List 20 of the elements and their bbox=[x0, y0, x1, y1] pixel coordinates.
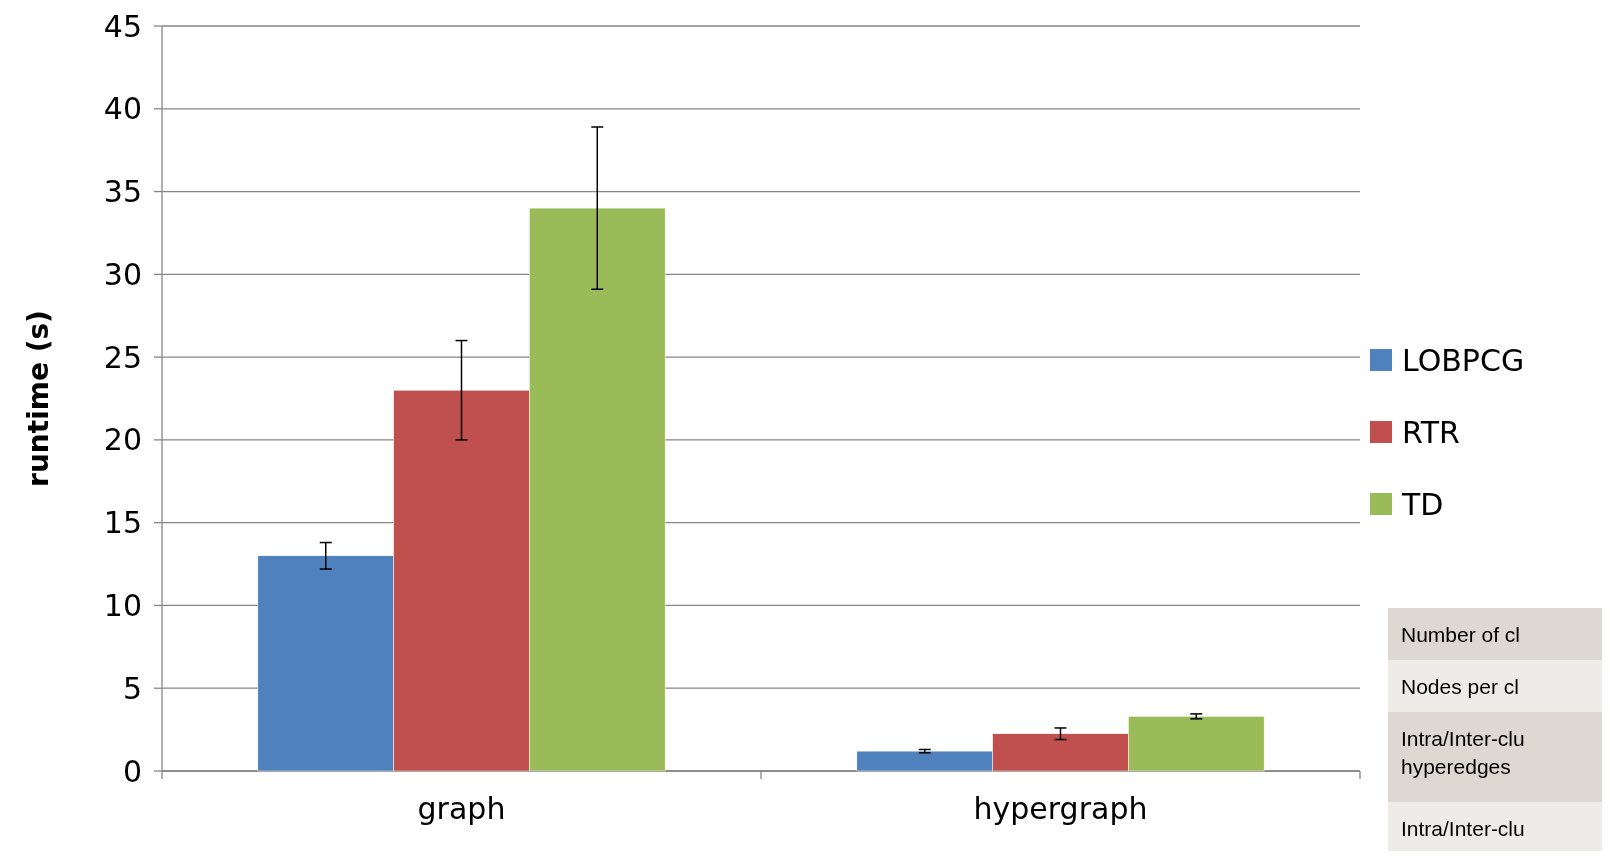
text: Intra/Inter-clu bbox=[1401, 817, 1525, 840]
y-tick-label: 10 bbox=[103, 587, 142, 623]
legend-label: TD bbox=[1401, 486, 1444, 522]
text: Nodes per cl bbox=[1401, 675, 1519, 698]
x-tick-label: hypergraph bbox=[973, 791, 1148, 826]
y-tick-label: 15 bbox=[103, 505, 142, 541]
y-tick-label: 45 bbox=[103, 8, 142, 44]
y-tick-label: 40 bbox=[103, 91, 142, 127]
y-tick-label: 20 bbox=[103, 422, 142, 458]
x-tick-label: graph bbox=[417, 791, 506, 826]
y-tick-label: 25 bbox=[103, 339, 142, 375]
y-axis-title: runtime (s) bbox=[22, 310, 55, 487]
text: Intra/Inter-clu hyperedges bbox=[1401, 727, 1525, 778]
y-tick-label: 5 bbox=[122, 670, 142, 706]
legend-label: RTR bbox=[1402, 414, 1460, 450]
y-tick-label: 0 bbox=[122, 753, 142, 789]
y-tick-label: 30 bbox=[103, 256, 142, 292]
y-tick-label: 35 bbox=[103, 174, 142, 210]
legend-label: LOBPCG bbox=[1402, 342, 1525, 378]
text: Number of cl bbox=[1401, 623, 1521, 646]
